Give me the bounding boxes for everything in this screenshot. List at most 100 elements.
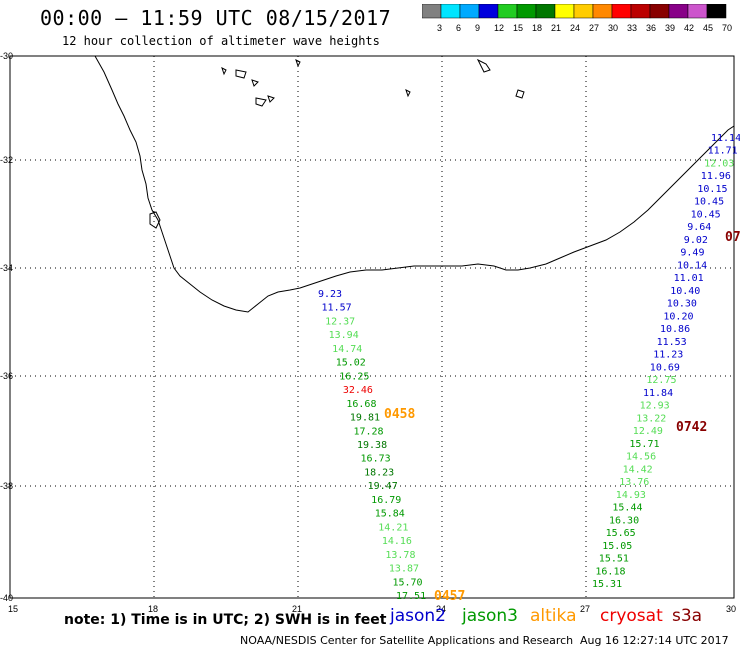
wave-height-label: 14.42 bbox=[623, 464, 653, 475]
coastline bbox=[94, 55, 735, 313]
scale-label: 3 bbox=[437, 23, 442, 33]
wave-height-label: 10.45 bbox=[694, 197, 724, 208]
scale-label: 18 bbox=[532, 23, 542, 33]
wave-height-label: 19.47 bbox=[368, 481, 398, 492]
legend-jason2: jason2 bbox=[390, 606, 446, 626]
scale-swatch bbox=[706, 4, 727, 19]
axis-labels: 15 18 21 24 27 30 -30 -32 -34 -36 -38 -40 bbox=[0, 51, 736, 614]
scale-label: 30 bbox=[608, 23, 618, 33]
wave-height-label: 12.03 bbox=[704, 158, 734, 169]
wave-height-label: 10.14 bbox=[677, 260, 707, 271]
wave-height-label: 16.25 bbox=[339, 371, 369, 382]
wave-height-label: 10.45 bbox=[691, 209, 721, 220]
wave-height-label: 9.64 bbox=[687, 222, 711, 233]
scale-label: 12 bbox=[494, 23, 504, 33]
wave-height-label: 12.93 bbox=[640, 401, 670, 412]
wave-height-label: 15.70 bbox=[392, 577, 422, 588]
wave-height-label: 10.15 bbox=[697, 184, 727, 195]
lat-tick-label: -30 bbox=[0, 51, 13, 61]
wave-height-label: 17.28 bbox=[353, 426, 383, 437]
wave-height-label: 14.16 bbox=[382, 536, 412, 547]
lat-tick-label: -34 bbox=[0, 263, 13, 273]
wave-height-label: 10.86 bbox=[660, 324, 690, 335]
pass-time-label: 07 bbox=[725, 230, 740, 245]
legend-jason3: jason3 bbox=[462, 606, 518, 626]
wave-height-label: 15.84 bbox=[375, 509, 405, 520]
wave-height-label: 11.57 bbox=[322, 303, 352, 314]
wave-height-label: 11.23 bbox=[653, 350, 683, 361]
cape-peninsula bbox=[149, 211, 161, 229]
wave-height-label: 16.79 bbox=[371, 495, 401, 506]
legend-cryosat: cryosat bbox=[600, 606, 663, 626]
wave-height-label: 18.23 bbox=[364, 467, 394, 478]
wave-height-label: 15.31 bbox=[592, 579, 622, 590]
wave-height-label: 16.68 bbox=[346, 399, 376, 410]
pass-time-label: 0457 bbox=[434, 589, 465, 604]
map-title: 00:00 – 11:59 UTC 08/15/2017 bbox=[40, 6, 392, 30]
islands bbox=[221, 58, 525, 107]
legend-s3a: s3a bbox=[672, 606, 703, 626]
scale-label: 36 bbox=[646, 23, 656, 33]
pass-time-label: 0458 bbox=[384, 407, 415, 422]
wave-height-label: 11.71 bbox=[708, 146, 738, 157]
altimeter-tracks: 9.23 11.57 12.37 13.94 14.74 15.02 16.25 32.46 1… bbox=[318, 133, 740, 602]
wave-height-label: 13.22 bbox=[636, 413, 666, 424]
wave-height-label: 15.71 bbox=[629, 439, 659, 450]
lat-tick-label: -40 bbox=[0, 593, 13, 603]
wave-height-label: 11.84 bbox=[643, 388, 673, 399]
wave-height-label: 16.30 bbox=[609, 515, 639, 526]
wave-height-label: 19.81 bbox=[350, 413, 380, 424]
wave-height-label: 15.05 bbox=[602, 541, 632, 552]
wave-height-label: 16.18 bbox=[595, 566, 625, 577]
footer-credit: NOAA/NESDIS Center for Satellite Applica… bbox=[240, 634, 574, 647]
lon-tick-label: 30 bbox=[726, 604, 736, 614]
wave-height-label: 13.94 bbox=[329, 330, 359, 341]
wave-height-label: 13.78 bbox=[385, 550, 415, 561]
wave-height-label: 11.14 bbox=[711, 133, 740, 144]
lat-tick-label: -32 bbox=[0, 155, 13, 165]
wave-height-label: 15.44 bbox=[612, 503, 642, 514]
wave-height-label: 10.30 bbox=[667, 299, 697, 310]
wave-height-label: 14.21 bbox=[378, 522, 408, 533]
map-frame bbox=[9, 55, 735, 599]
pass-time-label: 0742 bbox=[676, 420, 707, 435]
wave-height-label: 19.38 bbox=[357, 440, 387, 451]
map-subtitle: 12 hour collection of altimeter wave hei… bbox=[62, 34, 380, 48]
lon-tick-label: 27 bbox=[580, 604, 590, 614]
scale-label: 6 bbox=[456, 23, 461, 33]
lon-tick-label: 24 bbox=[436, 604, 446, 614]
wave-height-label: 15.02 bbox=[336, 358, 366, 369]
wave-height-label: 12.37 bbox=[325, 316, 355, 327]
lon-tick-label: 18 bbox=[148, 604, 158, 614]
wave-height-label: 12.75 bbox=[646, 375, 676, 386]
note-text: note: 1) Time is in UTC; 2) SWH is in fe… bbox=[64, 612, 387, 628]
scale-label: 45 bbox=[703, 23, 713, 33]
pass-time-labels: 0458 0457 0742 07 bbox=[384, 230, 740, 604]
scale-label: 24 bbox=[570, 23, 580, 33]
wave-height-label: 13.87 bbox=[389, 564, 419, 575]
wave-height-label: 11.53 bbox=[657, 337, 687, 348]
wave-height-label: 14.93 bbox=[616, 490, 646, 501]
scale-label: 27 bbox=[589, 23, 599, 33]
lon-tick-label: 15 bbox=[8, 604, 18, 614]
lon-tick-label: 21 bbox=[292, 604, 302, 614]
wave-height-label: 11.01 bbox=[674, 273, 704, 284]
wave-height-label: 32.46 bbox=[343, 385, 373, 396]
grid bbox=[10, 56, 734, 598]
scale-label: 21 bbox=[551, 23, 561, 33]
scale-label: 15 bbox=[513, 23, 523, 33]
lat-tick-label: -36 bbox=[0, 371, 13, 381]
scale-label: 39 bbox=[665, 23, 675, 33]
scale-label: 9 bbox=[475, 23, 480, 33]
wave-height-label: 17.51 bbox=[396, 591, 426, 602]
wave-height-label: 9.23 bbox=[318, 289, 342, 300]
wave-height-label: 10.40 bbox=[670, 286, 700, 297]
lat-tick-label: -38 bbox=[0, 481, 13, 491]
wave-height-label: 9.02 bbox=[684, 235, 708, 246]
wave-height-label: 16.73 bbox=[361, 454, 391, 465]
footer-generated-time: Aug 16 12:27:14 UTC 2017 bbox=[580, 634, 729, 647]
scale-label: 70 bbox=[722, 23, 732, 33]
wave-height-label: 14.74 bbox=[332, 344, 362, 355]
wave-height-label: 14.56 bbox=[626, 452, 656, 463]
